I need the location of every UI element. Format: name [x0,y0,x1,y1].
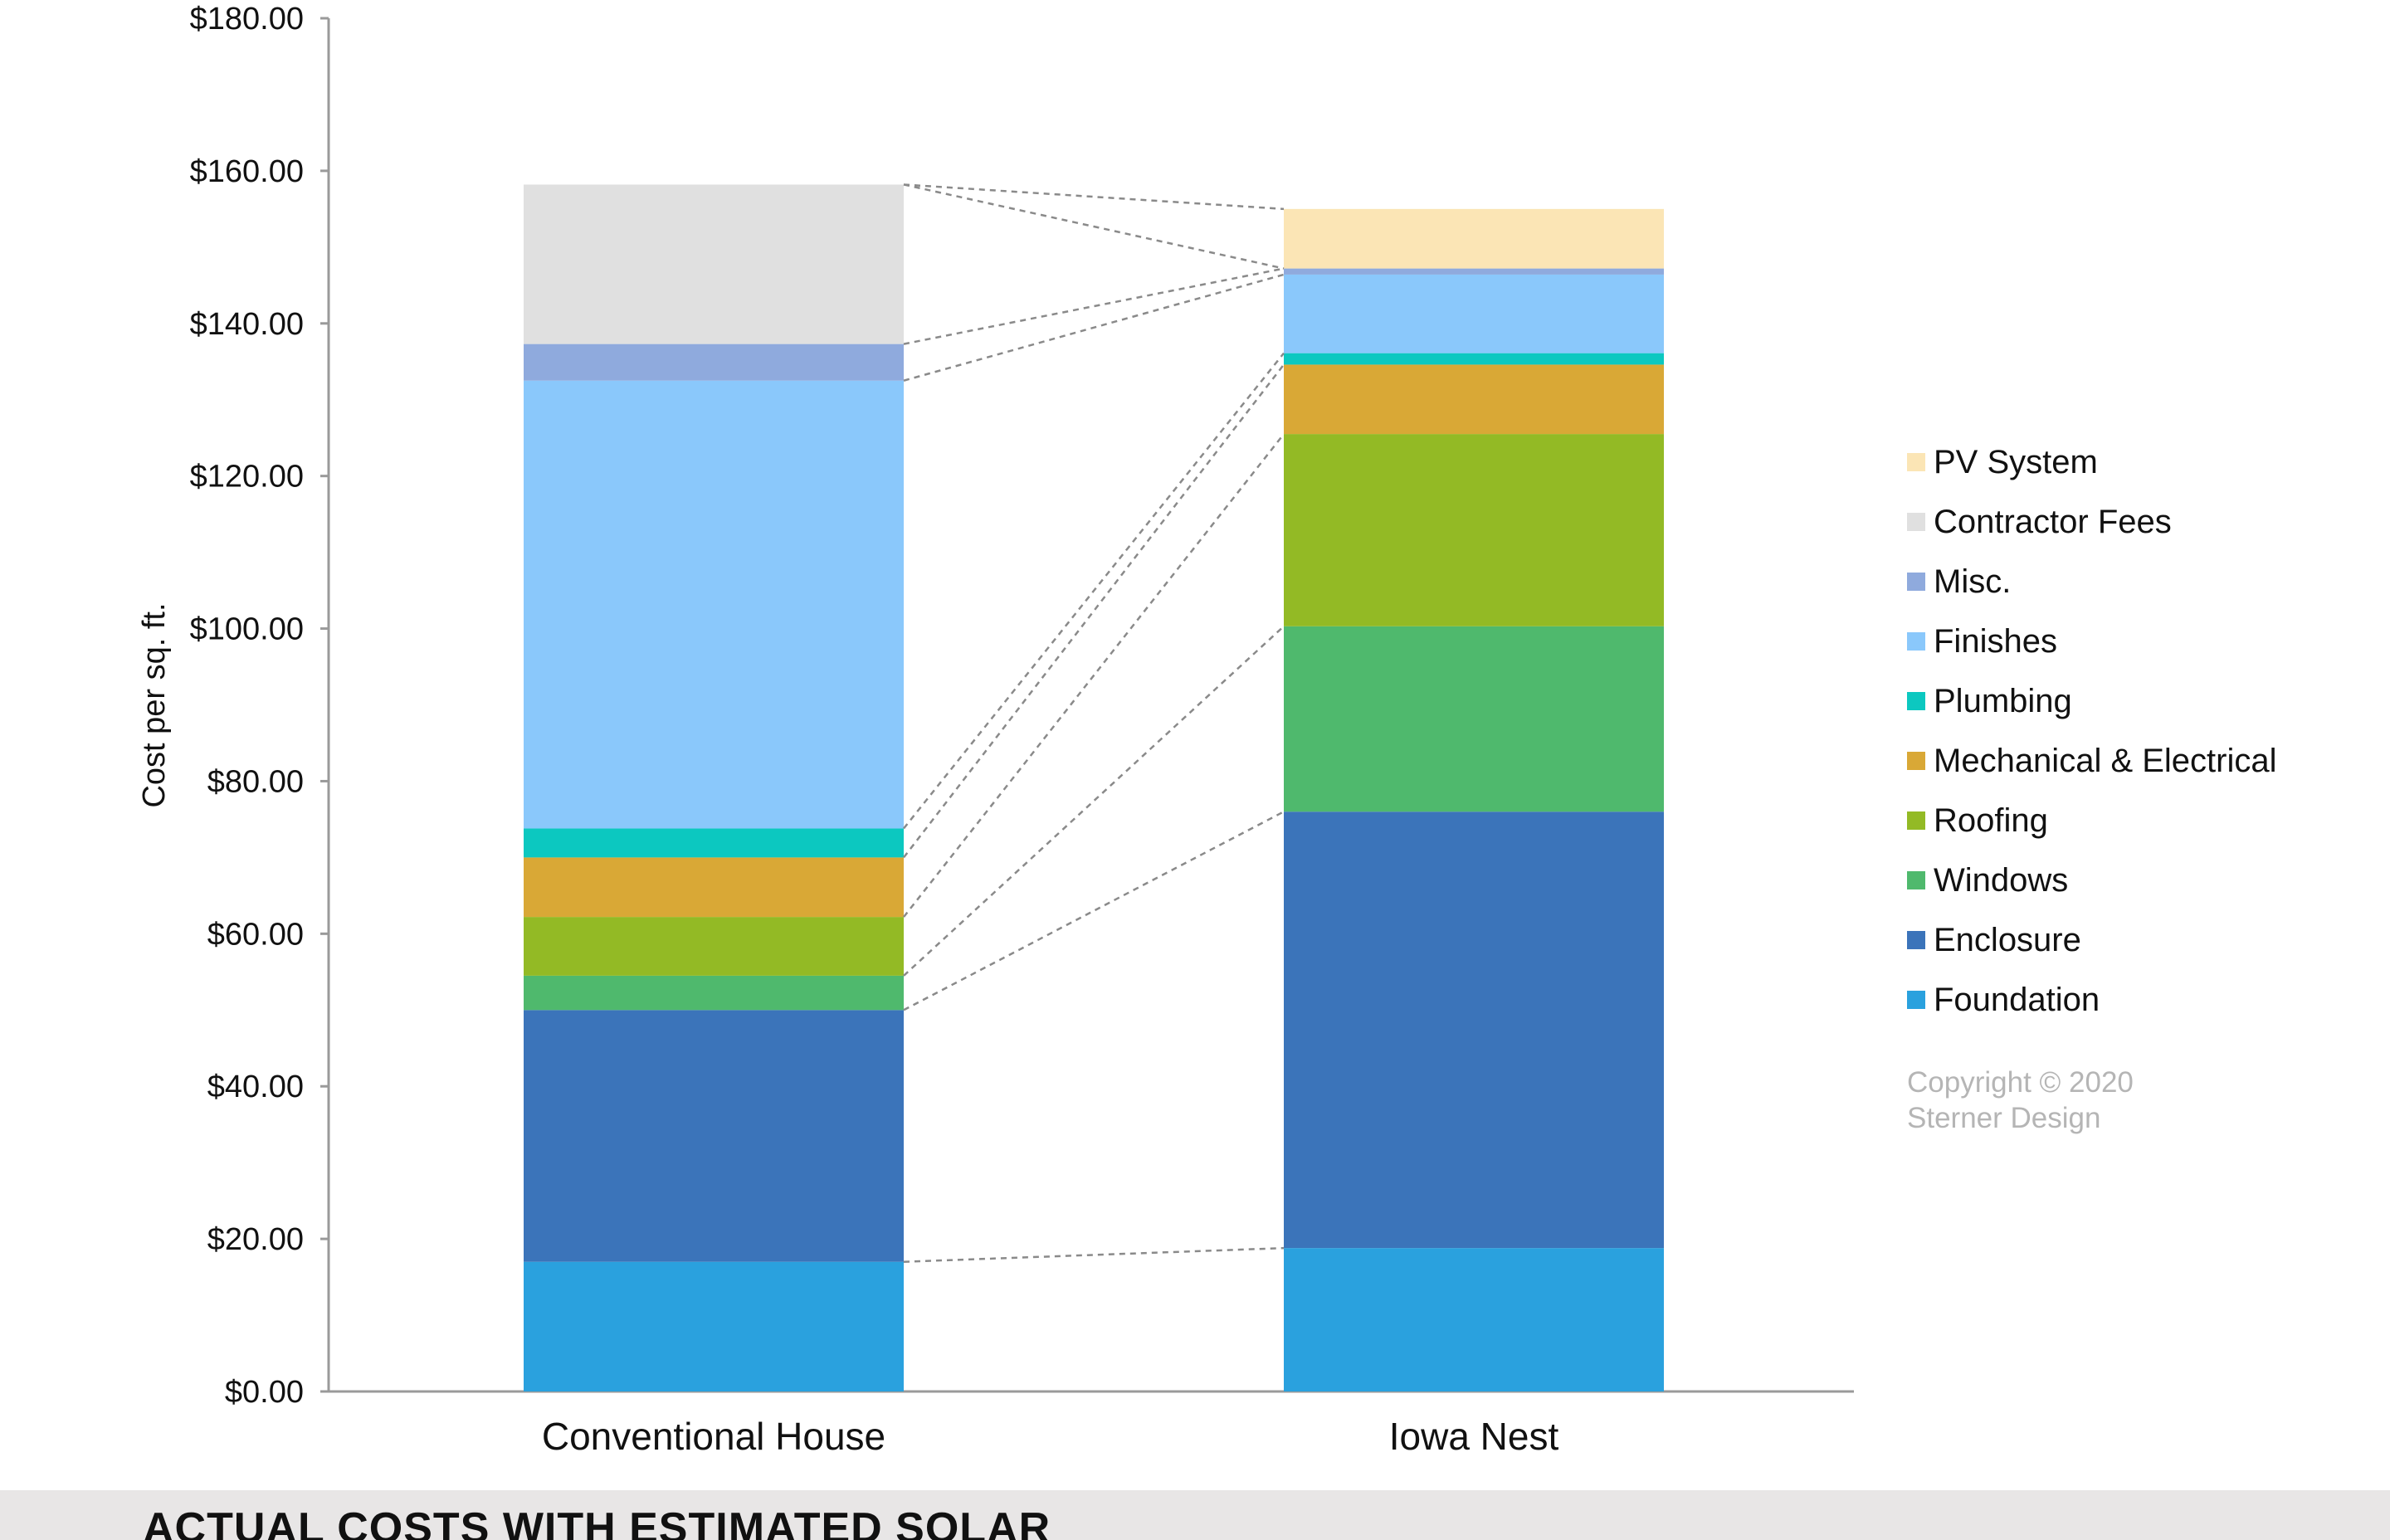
connector-line-mechanical-and-electrical [903,363,1285,859]
connector-line-enclosure [903,811,1285,1011]
copyright-line: Sterner Design [1907,1102,2100,1134]
bar-segment-conventional-house-plumbing [524,828,904,858]
bar-segment-iowa-nest-plumbing [1284,353,1664,365]
legend-label-contractor-fees: Contractor Fees [1934,504,2172,540]
bar-segment-conventional-house-roofing [524,917,904,976]
legend-swatch-windows [1907,871,1925,889]
bar-segment-iowa-nest-mechanical-and-electrical [1284,364,1664,435]
y-tick-label: $0.00 [225,1375,304,1410]
legend-swatch-mechanical-and-electrical [1907,752,1925,770]
connector-line-finishes [903,273,1285,382]
bar-segment-iowa-nest-roofing [1284,434,1664,626]
connector-line-windows [903,625,1285,977]
x-tick-label-iowa-nest: Iowa Nest [1389,1415,1559,1458]
legend-swatch-roofing [1907,811,1925,830]
bar-segment-conventional-house-contractor-fees [524,184,904,344]
bar-segment-iowa-nest-foundation [1284,1248,1664,1391]
bar-segment-iowa-nest-pv-system [1284,208,1664,269]
cost-chart: Cost per sq. ft. $0.00 $20.00 $40.00 $60.00… [137,2,2277,1458]
connector-line-misc [903,267,1285,345]
bar-segment-iowa-nest-enclosure [1284,811,1664,1249]
y-tick-label: $80.00 [207,764,304,799]
bar-segment-iowa-nest-windows [1284,626,1664,812]
y-tick-label: $160.00 [190,154,304,189]
bar-segment-conventional-house-mechanical-and-electrical [524,857,904,918]
connector-line-foundation [903,1246,1285,1263]
legend-swatch-finishes [1907,632,1925,651]
bar-segment-iowa-nest-misc [1284,268,1664,275]
legend-swatch-misc [1907,573,1925,591]
legend-swatch-contractor-fees [1907,513,1925,531]
connector-line-plumbing [903,352,1285,830]
y-tick-label: $40.00 [207,1070,304,1104]
y-axis-title: Cost per sq. ft. [137,602,172,807]
legend-swatch-enclosure [1907,931,1925,949]
bar-segment-conventional-house-misc [524,344,904,381]
y-tick-label: $60.00 [207,917,304,952]
banner-title: ACTUAL COSTS WITH ESTIMATED SOLAR [143,1504,1051,1540]
y-tick-label: $140.00 [190,307,304,342]
bar-segment-conventional-house-enclosure [524,1010,904,1262]
y-tick-label: $120.00 [190,460,304,495]
bar-segment-conventional-house-foundation [524,1261,904,1391]
connector-line-contractor-fees [903,183,1285,270]
connector-line-roofing [903,433,1285,918]
legend-swatch-plumbing [1907,692,1925,710]
legend-label-roofing: Roofing [1934,802,2048,839]
legend-label-enclosure: Enclosure [1934,922,2081,958]
chart-svg: Cost per sq. ft. $0.00 $20.00 $40.00 $60.00… [137,2,2277,1458]
bar-segment-conventional-house-windows [524,975,904,1011]
y-tick-label: $20.00 [207,1222,304,1257]
legend-label-finishes: Finishes [1934,623,2057,660]
y-tick-label: $100.00 [190,612,304,647]
legend-label-plumbing: Plumbing [1934,683,2072,719]
bar-segment-conventional-house-finishes [524,380,904,829]
legend-label-mechanical-and-electrical: Mechanical & Electrical [1934,743,2277,779]
x-tick-label-conventional-house: Conventional House [542,1415,885,1458]
legend-swatch-foundation [1907,991,1925,1009]
legend-label-pv-system: PV System [1934,444,2098,480]
connector-line-pv-system [903,183,1285,211]
legend-label-foundation: Foundation [1934,982,2100,1018]
legend-label-misc: Misc. [1934,563,2011,600]
copyright-line: Copyright © 2020 [1907,1066,2134,1099]
bar-segment-iowa-nest-finishes [1284,274,1664,353]
legend-label-windows: Windows [1934,862,2068,899]
y-tick-label: $180.00 [190,2,304,37]
legend-swatch-pv-system [1907,453,1925,471]
bottom-banner: ACTUAL COSTS WITH ESTIMATED SOLAR [0,1490,2390,1540]
